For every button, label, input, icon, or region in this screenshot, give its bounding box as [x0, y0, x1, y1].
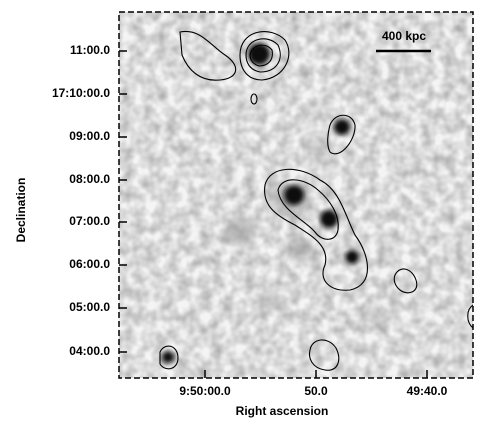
- scale-bar-label: 400 kpc: [382, 29, 426, 43]
- contours: [159, 30, 473, 371]
- ticks: 11:00.0 17:10:00.0 09:00.0 08:00.0 07:00.0 06…: [52, 43, 448, 398]
- sky-image: [119, 12, 473, 378]
- y-tick-label: 04:00.0: [69, 344, 110, 358]
- y-tick-label: 11:00.0: [70, 43, 110, 57]
- y-tick-label: 09:00.0: [69, 129, 110, 143]
- y-tick-label: 05:00.0: [69, 300, 110, 314]
- y-tick-label: 07:00.0: [69, 214, 110, 228]
- x-tick-label: 49:40.0: [407, 384, 448, 398]
- frame: [118, 11, 474, 379]
- y-tick-label: 06:00.0: [69, 257, 110, 271]
- x-axis-label: Right ascension: [236, 404, 329, 418]
- x-tick-label: 50.0: [304, 384, 328, 398]
- y-axis-label: Declination: [14, 178, 28, 243]
- y-tick-label: 08:00.0: [69, 172, 110, 186]
- x-tick-label: 9:50:00.0: [179, 384, 231, 398]
- y-tick-label: 17:10:00.0: [52, 86, 110, 100]
